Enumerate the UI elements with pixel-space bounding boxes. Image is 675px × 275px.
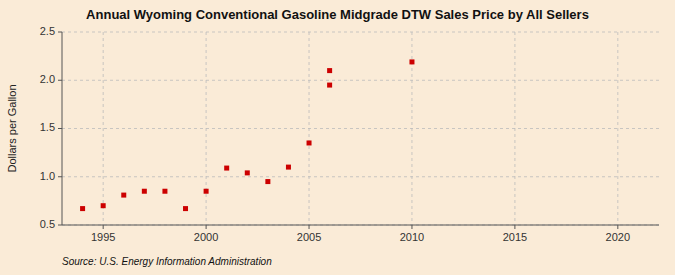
point [327,83,332,88]
y-grid-line [62,80,659,81]
x-tick [617,225,618,229]
y-tick-label: 0.5 [40,218,55,230]
x-tick-label: 2000 [194,231,218,243]
x-tick-label: 2005 [297,231,321,243]
y-tick-label: 2.0 [40,73,55,85]
y-tick-label: 2.5 [40,25,55,37]
point [245,170,250,175]
x-tick-label: 2015 [503,231,527,243]
points [80,59,414,211]
x-axis-line [62,225,659,226]
x-tick-label: 2020 [606,231,630,243]
chart-container: 0.5 1.0 1.5 2.0 2.5 1995 2000 2005 2010 2015 2020 A… [0,0,675,275]
x-grid-line [103,32,104,225]
x-grid-line [206,32,207,225]
point [183,206,188,211]
y-grid-line [62,128,659,129]
point [142,189,147,194]
point [327,68,332,73]
x-grid-line [309,32,310,225]
chart-svg: 0.5 1.0 1.5 2.0 2.5 1995 2000 2005 2010 2015 2020 A… [0,0,675,275]
y-tick [58,128,62,129]
x-tick-label: 1995 [91,231,115,243]
y-tick-label: 1.0 [40,170,55,182]
point [409,59,414,64]
source-note: Source: U.S. Energy Information Administ… [62,256,272,267]
y-tick [58,80,62,81]
y-tick [58,176,62,177]
y-tick [58,225,62,226]
point [121,193,126,198]
point [307,140,312,145]
x-tick [411,225,412,229]
point [162,189,167,194]
x-tick [514,225,515,229]
y-tick-label: 1.5 [40,121,55,133]
y-axis-label: Dollars per Gallon [6,84,18,172]
x-tick [206,225,207,229]
x-grid-line [514,32,515,225]
y-grid-line [62,32,659,33]
point [224,166,229,171]
y-grid-line [62,225,659,226]
point [265,179,270,184]
point [80,206,85,211]
y-tick [58,32,62,33]
point [101,203,106,208]
y-grid-line [62,176,659,177]
x-tick-label: 2010 [400,231,424,243]
y-axis-line [62,32,63,225]
point [286,165,291,170]
point [204,189,209,194]
grid [62,32,659,225]
x-grid-line [617,32,618,225]
axes: 0.5 1.0 1.5 2.0 2.5 1995 2000 2005 2010 2015 2020 [40,25,659,243]
background [0,0,675,275]
x-tick [309,225,310,229]
title: Annual Wyoming Conventional Gasoline Mid… [86,7,589,22]
x-tick [103,225,104,229]
